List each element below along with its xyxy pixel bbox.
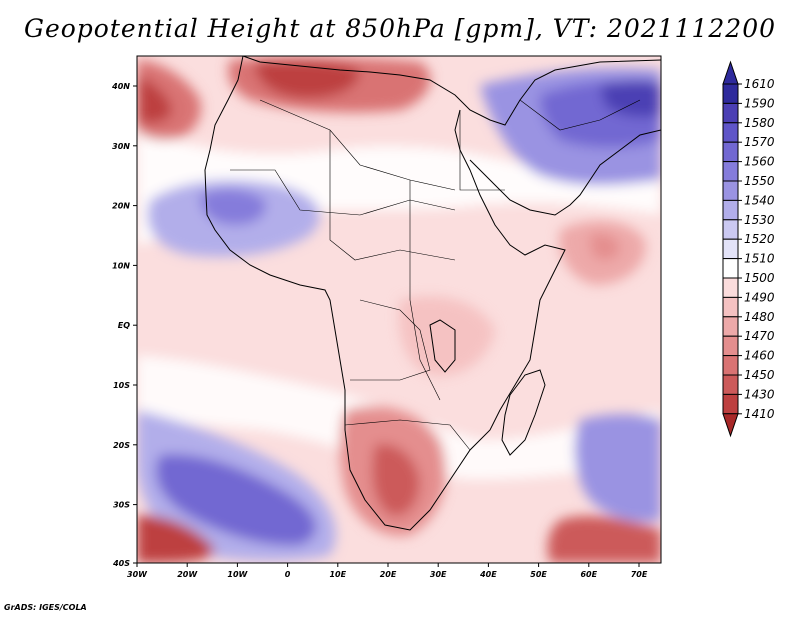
colorbar-swatch bbox=[722, 296, 739, 318]
longitude-axis: 30W 20W 10W 0 10E 20E 30E 40E 50E 60E 70E bbox=[127, 563, 648, 579]
colorbar-swatch bbox=[722, 219, 739, 240]
colorbar-label: 1500 bbox=[744, 271, 775, 285]
colorbar-swatch bbox=[722, 393, 739, 415]
colorbar-swatch bbox=[722, 277, 739, 298]
lat-label: 20N bbox=[112, 202, 130, 211]
lon-label: 20E bbox=[380, 570, 397, 579]
lat-label: EQ bbox=[118, 321, 130, 330]
coastlines bbox=[204, 56, 661, 531]
border-middle-east bbox=[519, 99, 641, 131]
colorbar-label: 1410 bbox=[744, 407, 775, 421]
grads-credit: GrADS: IGES/COLA bbox=[4, 603, 87, 612]
colorbar-label: 1510 bbox=[744, 252, 775, 266]
border-east-central bbox=[409, 180, 441, 401]
lon-label: 30E bbox=[430, 570, 447, 579]
colorbar-label: 1540 bbox=[744, 193, 775, 207]
field-red-central-africa bbox=[398, 296, 495, 376]
field-blue-iran-core bbox=[600, 80, 661, 117]
field-band-white-north bbox=[137, 130, 661, 245]
map-frame bbox=[136, 55, 662, 564]
lon-label: 70E bbox=[631, 570, 648, 579]
colorbar-label: 1460 bbox=[744, 349, 775, 363]
map-title: Geopotential Height at 850hPa [gpm], VT:… bbox=[23, 14, 777, 43]
colorbar-label: 1590 bbox=[744, 96, 775, 110]
border-central bbox=[329, 130, 456, 261]
colorbar-label: 1570 bbox=[744, 135, 775, 149]
colorbar-label: 1470 bbox=[744, 329, 775, 343]
colorbar-swatch bbox=[722, 316, 739, 337]
lon-label: 30W bbox=[127, 570, 148, 579]
coast-mediterranean bbox=[242, 56, 661, 126]
field-red-southwest-corner bbox=[137, 515, 215, 563]
coast-madagascar bbox=[501, 369, 546, 456]
border-congo bbox=[350, 299, 431, 381]
field-red-southeast-corner bbox=[547, 515, 661, 563]
border-sahara-north bbox=[259, 99, 456, 191]
lat-label: 10N bbox=[112, 261, 130, 270]
colorbar-swatch bbox=[722, 161, 739, 182]
lat-label: 30S bbox=[113, 501, 130, 510]
lat-label: 20S bbox=[113, 441, 130, 450]
colorbar-swatch bbox=[722, 374, 739, 395]
colorbar-label: 1430 bbox=[744, 387, 775, 401]
coast-arabia bbox=[469, 129, 661, 216]
colorbar-label: 1610 bbox=[744, 77, 775, 91]
colorbar-swatch bbox=[722, 335, 739, 357]
height-field bbox=[137, 56, 661, 563]
colorbar-swatch bbox=[722, 141, 739, 163]
colorbar-swatch bbox=[722, 258, 739, 279]
lon-label: 20W bbox=[177, 570, 198, 579]
colorbar-swatch bbox=[722, 238, 739, 260]
lake-victoria-region bbox=[429, 319, 456, 373]
colorbar-swatch bbox=[722, 122, 739, 143]
colorbar-label: 1550 bbox=[744, 174, 775, 188]
country-borders bbox=[230, 99, 641, 451]
lat-label: 10S bbox=[113, 381, 130, 390]
colorbar-top-arrow bbox=[722, 60, 739, 85]
colorbar-swatch bbox=[722, 83, 739, 104]
lon-label: 10E bbox=[329, 570, 346, 579]
colorbar-label: 1560 bbox=[744, 155, 775, 169]
border-egypt-sudan bbox=[459, 110, 505, 191]
field-red-atlantic-core bbox=[137, 75, 172, 124]
colorbar-label: 1490 bbox=[744, 290, 775, 304]
colorbar-swatch bbox=[722, 199, 739, 221]
colorbar-swatch bbox=[722, 180, 739, 201]
colorbar-swatch bbox=[722, 355, 739, 376]
colorbar-swatch bbox=[722, 102, 739, 124]
colorbar-label: 1450 bbox=[744, 368, 775, 382]
field-blue-south-atlantic-core bbox=[156, 454, 317, 546]
colorbar-label: 1520 bbox=[744, 232, 775, 246]
lat-label: 40S bbox=[112, 559, 130, 568]
lon-label: 60E bbox=[580, 570, 597, 579]
coast-africa bbox=[204, 56, 566, 531]
colorbar-label: 1480 bbox=[744, 310, 775, 324]
colorbar-bottom-arrow bbox=[722, 413, 739, 438]
border-southern bbox=[344, 419, 471, 451]
latitude-axis: 40N 30N 20N 10N EQ 10S 20S 30S 40S bbox=[111, 82, 137, 568]
lon-label: 10W bbox=[227, 570, 248, 579]
colorbar-label: 1580 bbox=[744, 116, 775, 130]
colorbar: 1610 1590 1580 1570 1560 1550 1540 1530 1520 1510… bbox=[722, 60, 775, 438]
field-blue-west-core bbox=[200, 188, 266, 225]
field-blue-indian-ocean bbox=[574, 414, 661, 522]
lat-label: 40N bbox=[111, 82, 130, 91]
lon-label: 40E bbox=[479, 570, 497, 579]
colorbar-label: 1530 bbox=[744, 213, 775, 227]
field-red-arabian-sea-core bbox=[590, 233, 620, 260]
lon-label: 0 bbox=[285, 570, 291, 579]
lat-label: 30N bbox=[112, 142, 130, 151]
lon-label: 50E bbox=[530, 570, 547, 579]
field-red-southern-africa-core bbox=[372, 444, 420, 516]
